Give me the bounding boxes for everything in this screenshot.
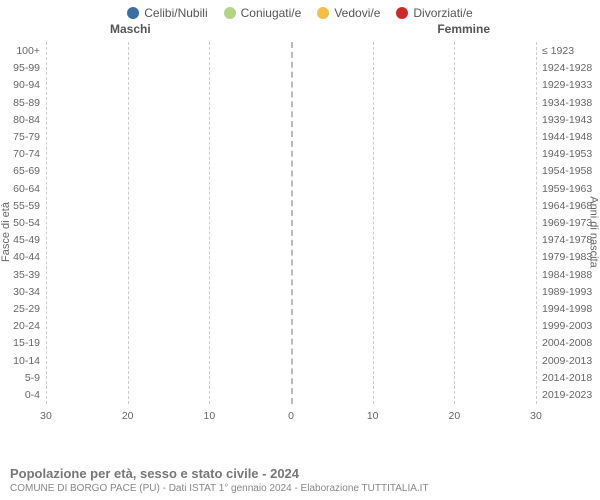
age-row <box>46 371 536 385</box>
footer-subtitle: COMUNE DI BORGO PACE (PU) - Dati ISTAT 1… <box>10 483 590 494</box>
year-label: ≤ 1923 <box>542 45 574 57</box>
year-label: 2014-2018 <box>542 372 592 384</box>
age-row <box>46 268 536 282</box>
footer: Popolazione per età, sesso e stato civil… <box>10 466 590 494</box>
year-label: 1924-1928 <box>542 62 592 74</box>
age-row <box>46 130 536 144</box>
year-label: 1944-1948 <box>542 131 592 143</box>
age-row <box>46 285 536 299</box>
age-label: 45-49 <box>13 234 40 246</box>
age-label: 65-69 <box>13 165 40 177</box>
age-row <box>46 388 536 402</box>
age-row <box>46 319 536 333</box>
age-row <box>46 216 536 230</box>
legend-swatch <box>317 7 329 19</box>
header-male: Maschi <box>110 22 151 36</box>
legend-item: Divorziati/e <box>396 6 472 20</box>
year-label: 1939-1943 <box>542 114 592 126</box>
year-label: 1984-1988 <box>542 269 592 281</box>
age-row <box>46 78 536 92</box>
year-label: 1964-1968 <box>542 200 592 212</box>
year-label: 2004-2008 <box>542 337 592 349</box>
age-row <box>46 354 536 368</box>
year-label: 1979-1983 <box>542 251 592 263</box>
age-label: 100+ <box>16 45 40 57</box>
legend-item: Coniugati/e <box>224 6 302 20</box>
age-row <box>46 113 536 127</box>
legend-label: Coniugati/e <box>241 6 302 20</box>
year-label: 1959-1963 <box>542 183 592 195</box>
age-row <box>46 302 536 316</box>
xtick-label: 10 <box>367 410 379 422</box>
year-label: 1969-1973 <box>542 217 592 229</box>
year-label: 1954-1958 <box>542 165 592 177</box>
year-label: 1989-1993 <box>542 286 592 298</box>
age-row <box>46 336 536 350</box>
age-row <box>46 250 536 264</box>
year-label: 1994-1998 <box>542 303 592 315</box>
age-row <box>46 147 536 161</box>
xtick-label: 30 <box>530 410 542 422</box>
year-label: 2019-2023 <box>542 389 592 401</box>
xtick-label: 30 <box>40 410 52 422</box>
year-label: 1929-1933 <box>542 79 592 91</box>
legend-swatch <box>396 7 408 19</box>
age-label: 90-94 <box>13 79 40 91</box>
age-row <box>46 61 536 75</box>
plot: 3020100102030 <box>46 42 536 422</box>
age-label: 60-64 <box>13 183 40 195</box>
age-row <box>46 96 536 110</box>
age-label: 85-89 <box>13 97 40 109</box>
footer-title: Popolazione per età, sesso e stato civil… <box>10 466 590 481</box>
gridline <box>536 42 537 404</box>
age-label: 5-9 <box>25 372 40 384</box>
header-female: Femmine <box>437 22 490 36</box>
legend-item: Vedovi/e <box>317 6 380 20</box>
legend-label: Vedovi/e <box>334 6 380 20</box>
age-label: 10-14 <box>13 355 40 367</box>
legend-item: Celibi/Nubili <box>127 6 207 20</box>
age-label: 95-99 <box>13 62 40 74</box>
xtick-label: 10 <box>203 410 215 422</box>
age-label: 15-19 <box>13 337 40 349</box>
age-row <box>46 182 536 196</box>
xtick-label: 20 <box>122 410 134 422</box>
legend-label: Celibi/Nubili <box>144 6 207 20</box>
year-label: 2009-2013 <box>542 355 592 367</box>
age-label: 25-29 <box>13 303 40 315</box>
year-label: 1974-1978 <box>542 234 592 246</box>
yaxis-left: 100+ 95-99 90-94 85-89 80-84 75-79 70-74 65-69 6… <box>0 42 44 422</box>
age-row <box>46 164 536 178</box>
year-label: 1934-1938 <box>542 97 592 109</box>
age-label: 70-74 <box>13 148 40 160</box>
xtick-label: 20 <box>448 410 460 422</box>
age-row <box>46 199 536 213</box>
age-row <box>46 233 536 247</box>
age-label: 20-24 <box>13 320 40 332</box>
year-label: 1949-1953 <box>542 148 592 160</box>
age-row <box>46 44 536 58</box>
age-label: 80-84 <box>13 114 40 126</box>
age-label: 55-59 <box>13 200 40 212</box>
legend-label: Divorziati/e <box>413 6 472 20</box>
age-label: 30-34 <box>13 286 40 298</box>
gender-headers: Maschi Femmine <box>0 22 600 40</box>
chart-area: Fasce di età Anni di nascita 100+95-9990… <box>0 42 600 422</box>
yaxis-right: ≤ 1923 1924-1928 1929-1933 1934-1938 1939-19… <box>538 42 600 422</box>
xtick-label: 0 <box>288 410 294 422</box>
legend: Celibi/Nubili Coniugati/e Vedovi/e Divorzia… <box>0 0 600 22</box>
age-label: 50-54 <box>13 217 40 229</box>
legend-swatch <box>224 7 236 19</box>
legend-swatch <box>127 7 139 19</box>
age-label: 40-44 <box>13 251 40 263</box>
age-label: 75-79 <box>13 131 40 143</box>
age-label: 0-4 <box>25 389 40 401</box>
year-label: 1999-2003 <box>542 320 592 332</box>
age-label: 35-39 <box>13 269 40 281</box>
